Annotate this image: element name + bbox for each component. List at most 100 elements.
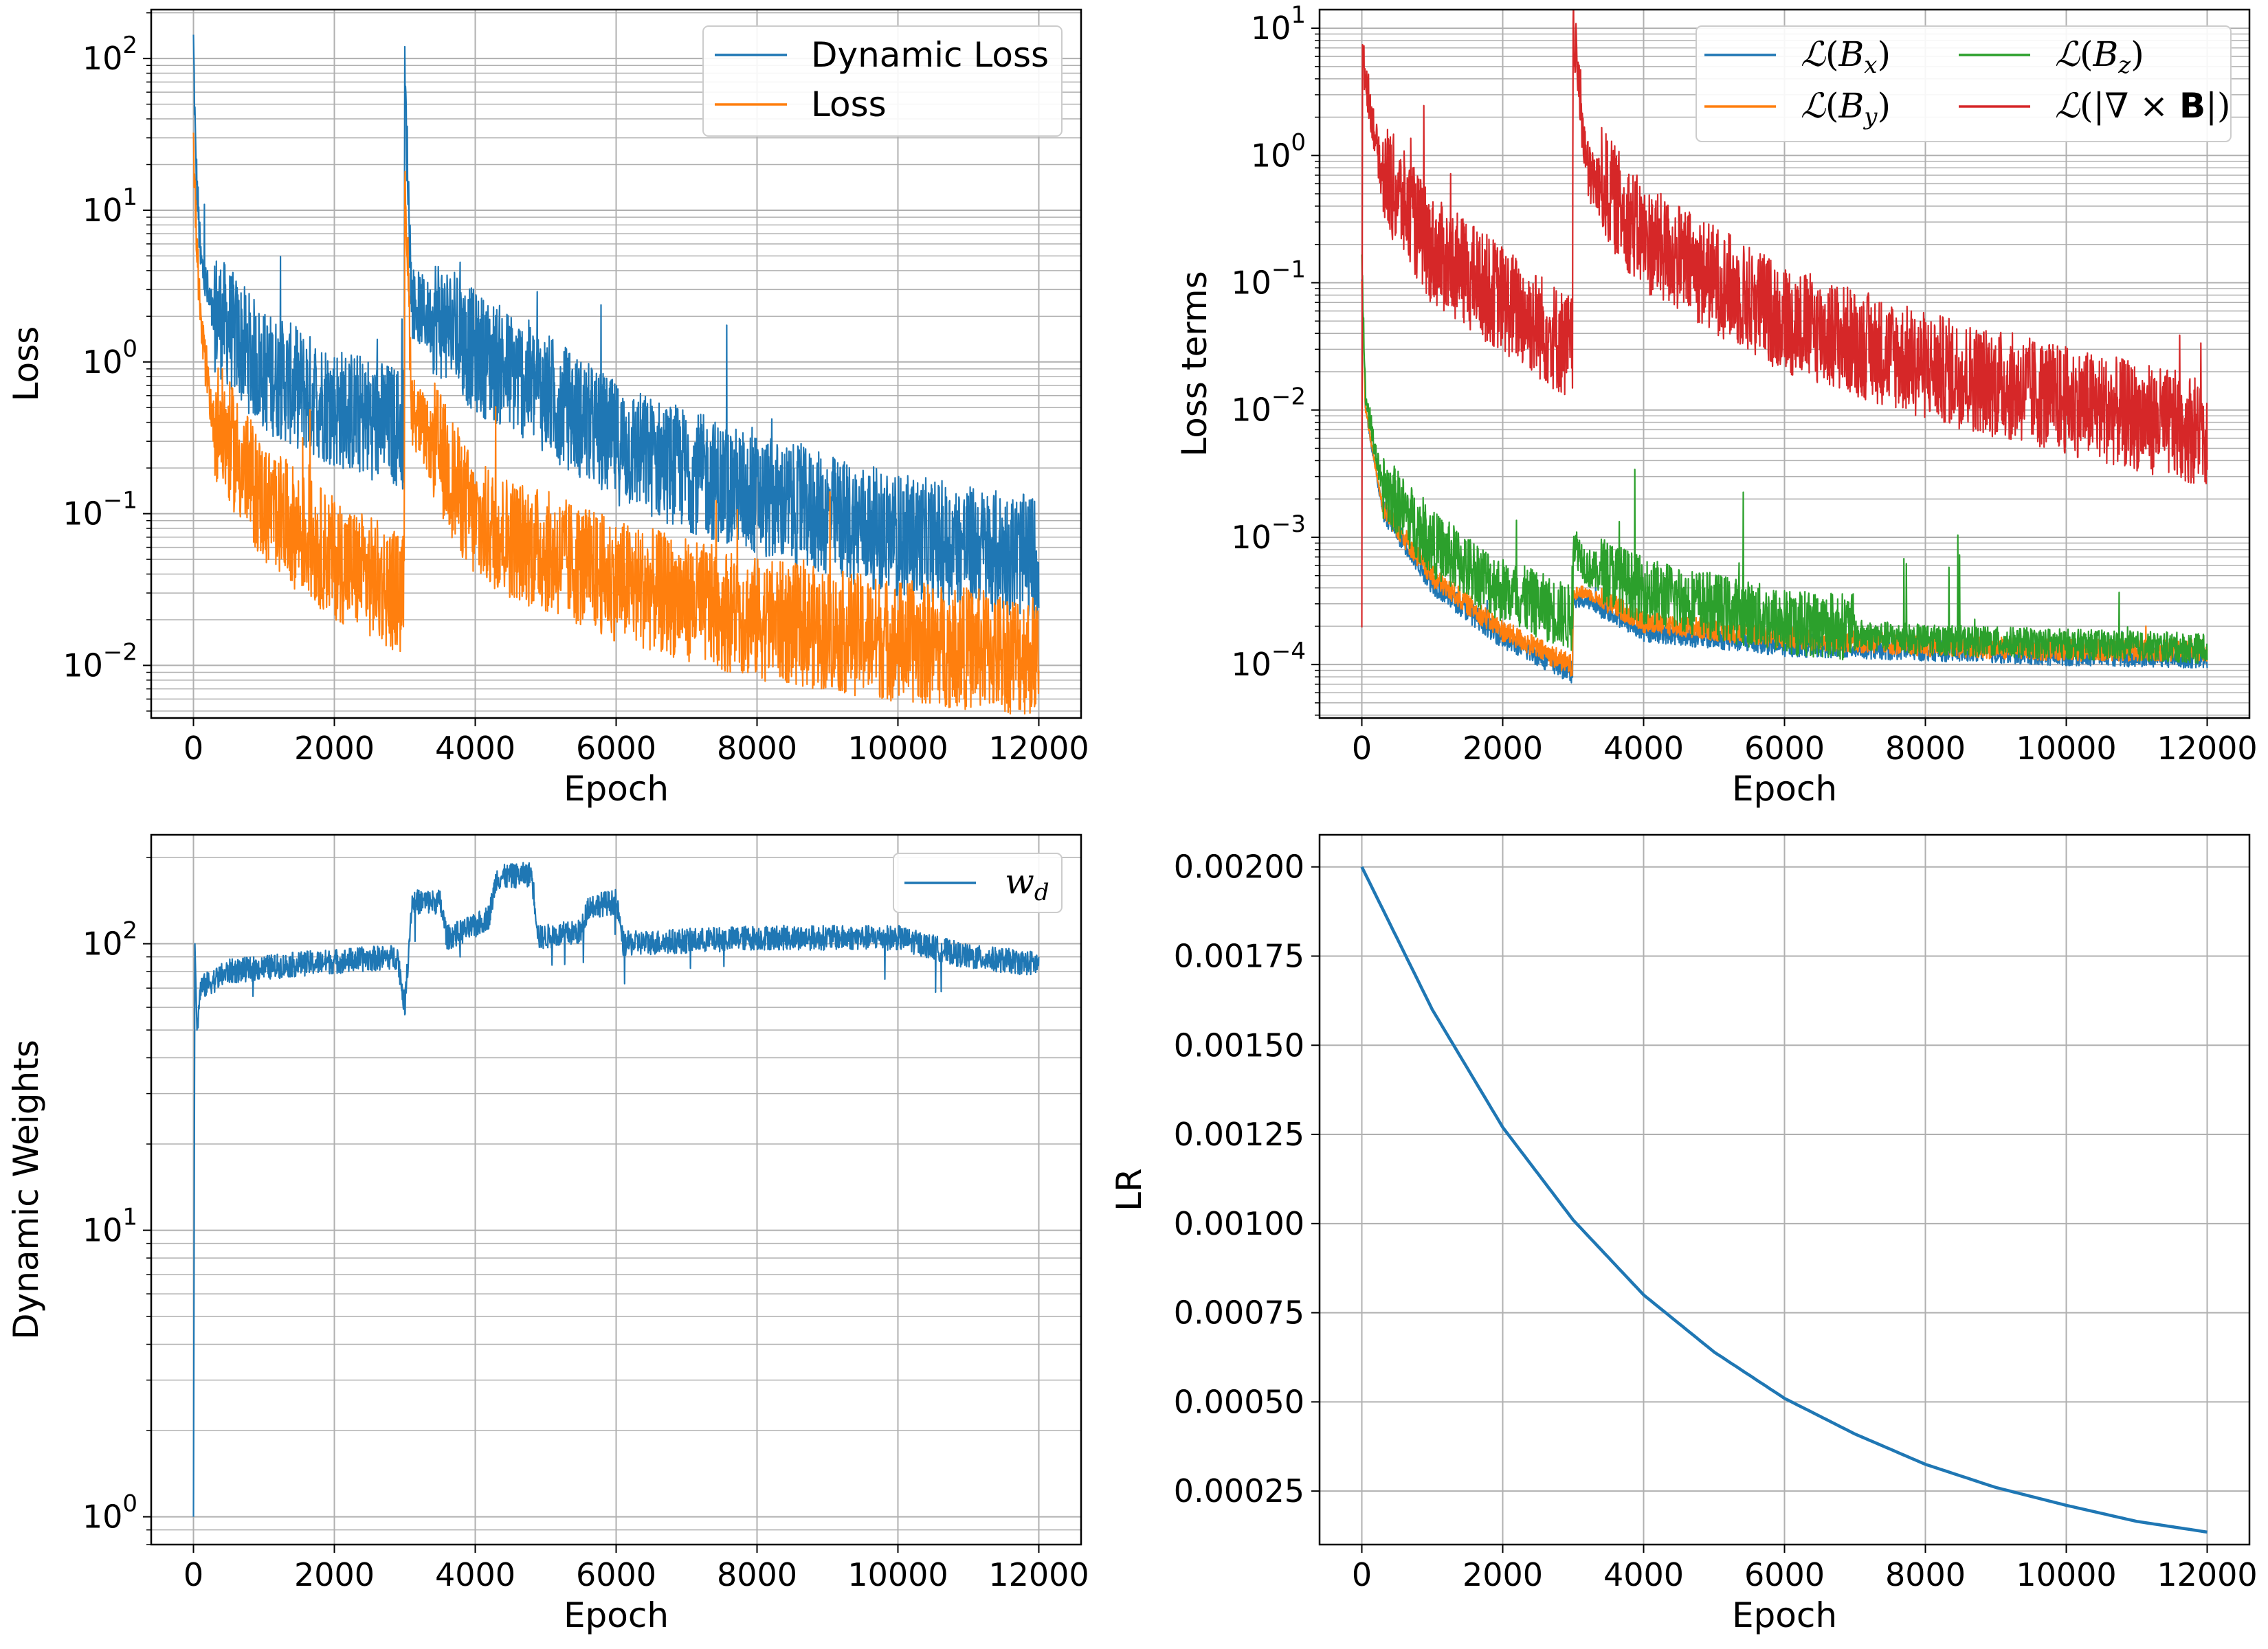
y-tick-label: 0.00075 xyxy=(1174,1294,1304,1332)
y-tick-exponent: 0 xyxy=(122,1490,137,1518)
x-tick-label: 8000 xyxy=(717,1556,797,1593)
loss-terms-x-label: Epoch xyxy=(1732,769,1837,809)
y-tick-label: 10−4 xyxy=(1231,638,1306,683)
y-tick-label: 0.00025 xyxy=(1174,1472,1304,1510)
legend-label-dynamic-loss: Dynamic Loss xyxy=(811,35,1049,75)
x-tick-label: 6000 xyxy=(1744,1556,1825,1593)
y-tick-exponent: −4 xyxy=(1271,638,1306,665)
learning-rate-panel: 0 2000 4000 6000 8000 10000 12000 0.000250.000… xyxy=(1109,833,2258,1635)
y-tick-exponent: −3 xyxy=(1271,511,1306,538)
legend-label-bz: ℒ(Bz) xyxy=(2055,34,2144,79)
y-tick-exponent: 2 xyxy=(122,32,137,59)
x-tick-label: 10000 xyxy=(2016,1556,2116,1593)
y-tick-label: 101 xyxy=(82,183,137,229)
y-tick-exponent: −1 xyxy=(1271,256,1306,284)
x-tick-label: 6000 xyxy=(576,730,656,767)
y-tick-base: 10 xyxy=(1231,646,1271,683)
learning-rate-series xyxy=(1360,866,2208,1534)
x-tick-label: 2000 xyxy=(1463,1556,1543,1593)
y-tick-label: 10−1 xyxy=(63,487,137,532)
dynamic-weights-y-label: Dynamic Weights xyxy=(6,1040,46,1340)
loss-terms-panel: 0 2000 4000 6000 8000 10000 12000 10−410−310−2… xyxy=(1175,1,2258,809)
y-tick-base: 10 xyxy=(63,647,103,684)
x-tick-label: 2000 xyxy=(294,1556,375,1593)
legend-label-curl: ℒ(|∇ × B|) xyxy=(2055,86,2230,126)
x-tick-label: 10000 xyxy=(847,1556,948,1593)
y-tick-label: 10−1 xyxy=(1231,256,1306,302)
y-tick-label: 102 xyxy=(82,917,137,963)
y-tick-base: 10 xyxy=(63,495,103,532)
x-tick-label: 10000 xyxy=(2016,730,2116,767)
y-tick-base: 10 xyxy=(1251,10,1291,47)
y-tick-base: 10 xyxy=(82,1499,123,1536)
y-tick-exponent: 1 xyxy=(122,183,137,211)
x-tick-label: 0 xyxy=(184,730,203,767)
y-tick-label: 10−2 xyxy=(1231,383,1306,429)
y-tick-base: 10 xyxy=(82,344,123,381)
y-tick-label: 0.00100 xyxy=(1174,1205,1304,1242)
learning-rate-x-ticks: 0 2000 4000 6000 8000 10000 12000 xyxy=(1352,1545,2258,1593)
y-tick-exponent: −2 xyxy=(1271,383,1306,411)
y-tick-exponent: 1 xyxy=(122,1204,137,1231)
y-tick-exponent: −1 xyxy=(103,487,137,515)
x-tick-label: 6000 xyxy=(576,1556,656,1593)
y-tick-base: 10 xyxy=(82,40,123,77)
loss-terms-x-ticks: 0 2000 4000 6000 8000 10000 12000 xyxy=(1352,718,2258,767)
y-tick-base: 10 xyxy=(82,926,123,963)
loss-y-label: Loss xyxy=(6,326,46,402)
y-tick-base: 10 xyxy=(82,192,123,229)
loss-terms-series xyxy=(1361,10,2208,684)
loss-terms-legend-box xyxy=(1696,25,2232,142)
x-tick-label: 8000 xyxy=(717,730,797,767)
x-tick-label: 10000 xyxy=(847,730,948,767)
x-tick-label: 8000 xyxy=(1885,730,1966,767)
learning-rate-x-label: Epoch xyxy=(1732,1595,1837,1635)
legend-label-by: ℒ(By) xyxy=(1801,86,1891,131)
y-tick-base: 10 xyxy=(82,1212,123,1249)
y-tick-label: 10−3 xyxy=(1231,511,1306,556)
x-tick-label: 0 xyxy=(1352,1556,1372,1593)
legend-label-wd: wd xyxy=(1005,862,1049,906)
y-tick-base: 10 xyxy=(1231,265,1271,302)
series-line-dynamic-loss xyxy=(192,34,1040,620)
learning-rate-y-ticks: 0.00025 0.00050 0.00075 0.00100 0.00125 0.001… xyxy=(1174,849,1320,1510)
dynamic-weights-legend: wd xyxy=(893,853,1063,913)
y-tick-label: 10−2 xyxy=(63,638,137,684)
loss-panel: 0 2000 4000 6000 8000 10000 12000 10−210−11001… xyxy=(6,8,1089,809)
y-tick-exponent: 0 xyxy=(1291,128,1306,156)
dynamic-weights-x-ticks: 0 2000 4000 6000 8000 10000 12000 xyxy=(184,1545,1089,1593)
dynamic-weights-legend-box xyxy=(893,853,1063,913)
y-tick-label: 0.00125 xyxy=(1174,1116,1304,1153)
x-tick-label: 12000 xyxy=(988,730,1089,767)
legend-label-bx: ℒ(Bx) xyxy=(1801,34,1891,79)
dynamic-weights-grid xyxy=(151,835,1081,1545)
y-tick-label: 101 xyxy=(1251,1,1306,47)
y-tick-exponent: −2 xyxy=(103,638,137,666)
loss-legend-box xyxy=(702,25,1063,137)
y-tick-label: 0.00200 xyxy=(1174,849,1304,886)
loss-x-label: Epoch xyxy=(564,769,669,809)
y-tick-label: 101 xyxy=(82,1204,137,1249)
y-tick-label: 100 xyxy=(82,1490,137,1536)
loss-x-ticks: 0 2000 4000 6000 8000 10000 12000 xyxy=(184,718,1089,767)
loss-series xyxy=(192,34,1040,715)
y-tick-exponent: 2 xyxy=(122,917,137,945)
dynamic-weights-series xyxy=(192,862,1040,1517)
y-tick-exponent: 1 xyxy=(1291,1,1306,29)
dynamic-weights-x-label: Epoch xyxy=(564,1595,669,1635)
learning-rate-y-label: LR xyxy=(1109,1168,1149,1211)
loss-terms-y-label: Loss terms xyxy=(1175,271,1214,456)
x-tick-label: 2000 xyxy=(1463,730,1543,767)
x-tick-label: 4000 xyxy=(435,1556,515,1593)
x-tick-label: 12000 xyxy=(2157,1556,2257,1593)
y-tick-label: 102 xyxy=(82,32,137,77)
x-tick-label: 0 xyxy=(1352,730,1372,767)
x-tick-label: 6000 xyxy=(1744,730,1825,767)
x-tick-label: 4000 xyxy=(435,730,515,767)
y-tick-base: 10 xyxy=(1231,519,1271,556)
y-tick-label: 0.00175 xyxy=(1174,937,1304,974)
y-tick-label: 100 xyxy=(1251,128,1306,174)
